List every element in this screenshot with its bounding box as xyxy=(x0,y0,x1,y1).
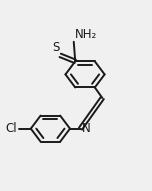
Text: S: S xyxy=(52,41,59,54)
Text: Cl: Cl xyxy=(6,122,17,135)
Text: NH₂: NH₂ xyxy=(75,28,97,41)
Text: N: N xyxy=(82,122,91,135)
